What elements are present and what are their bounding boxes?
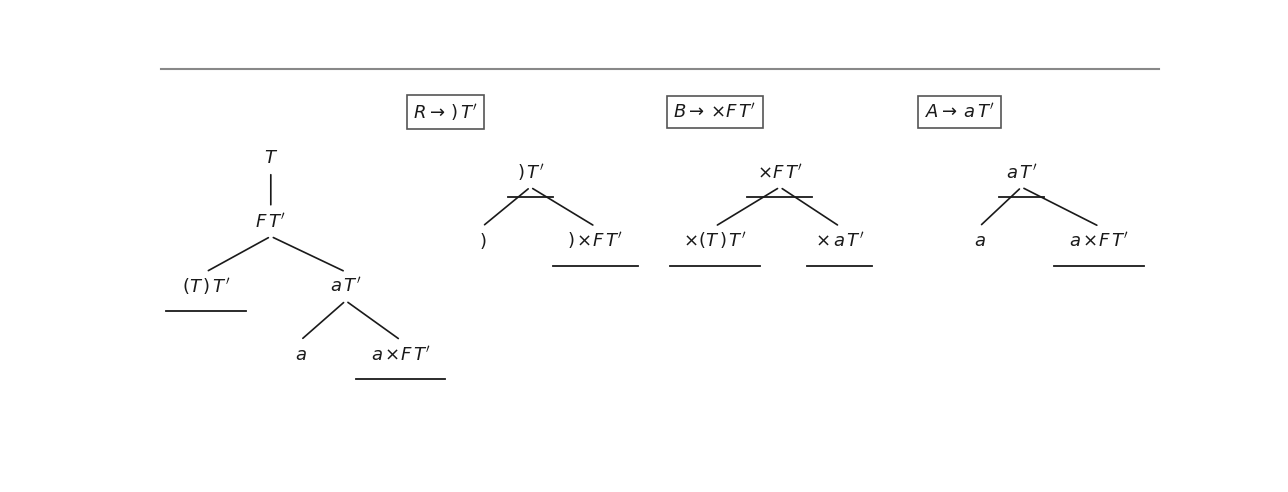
Text: $A \to\, a\,T'$: $A \to\, a\,T'$ (925, 102, 994, 122)
Text: $)\,T'$: $)\,T'$ (516, 162, 544, 183)
Text: $a\,T'$: $a\,T'$ (330, 277, 362, 296)
Text: $a$: $a$ (974, 232, 985, 250)
Text: $a\,T'$: $a\,T'$ (1006, 163, 1037, 182)
Text: ${\times}\,a\,T'$: ${\times}\,a\,T'$ (815, 231, 864, 250)
Text: $)\,{\times}F\,T'$: $)\,{\times}F\,T'$ (567, 230, 623, 251)
Text: $B \to\, {\times}F\,T'$: $B \to\, {\times}F\,T'$ (674, 102, 756, 122)
Text: $F\,T'$: $F\,T'$ (255, 213, 286, 231)
Text: $R \to\, )\,T'$: $R \to\, )\,T'$ (413, 101, 478, 123)
Text: $a\,{\times}F\,T'$: $a\,{\times}F\,T'$ (371, 345, 430, 364)
Text: ${\times}(T\,)\,T'$: ${\times}(T\,)\,T'$ (683, 230, 747, 251)
Text: $(T\,)\,T'$: $(T\,)\,T'$ (182, 276, 231, 297)
Text: $a$: $a$ (295, 345, 307, 364)
Text: $T$: $T$ (264, 149, 278, 166)
Text: $a\,{\times}F\,T'$: $a\,{\times}F\,T'$ (1069, 231, 1130, 250)
Text: ${\times}F\,T'$: ${\times}F\,T'$ (757, 163, 802, 182)
Text: $)$: $)$ (479, 231, 486, 251)
